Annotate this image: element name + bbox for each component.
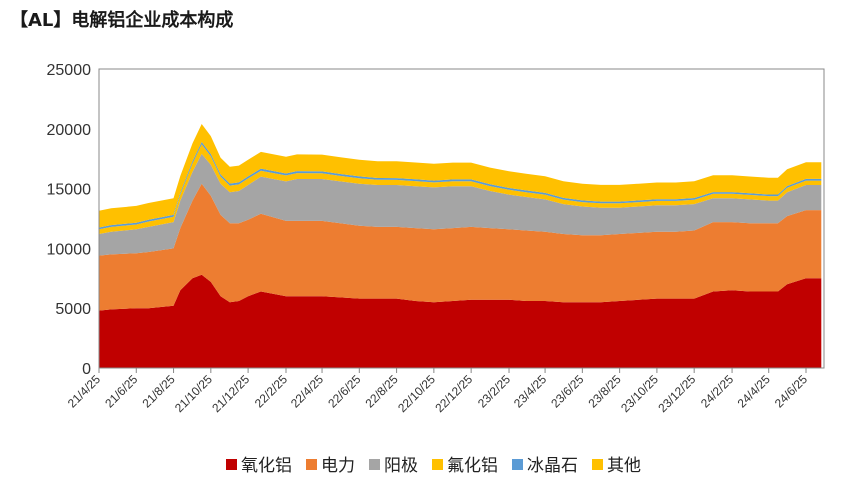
y-tick-label: 5000 bbox=[55, 301, 91, 318]
y-tick-label: 25000 bbox=[47, 62, 92, 79]
x-tick-label: 23/6/25 bbox=[548, 372, 586, 410]
x-tick-label: 22/6/25 bbox=[325, 372, 363, 410]
legend-swatch-4 bbox=[512, 459, 523, 470]
legend-label-0: 氧化铝 bbox=[241, 456, 292, 476]
y-axis: 0 5000 10000 15000 20000 25000 bbox=[47, 62, 92, 378]
x-tick-label: 22/2/25 bbox=[252, 372, 290, 410]
legend-swatch-2 bbox=[369, 459, 380, 470]
y-tick-label: 20000 bbox=[47, 122, 92, 139]
legend-label-5: 其他 bbox=[607, 456, 641, 476]
y-tick-label: 15000 bbox=[47, 182, 92, 199]
y-tick-label: 10000 bbox=[47, 241, 92, 258]
area-series-5 bbox=[99, 124, 822, 228]
x-tick-label: 23/4/25 bbox=[511, 372, 549, 410]
x-tick-label: 23/10/25 bbox=[618, 372, 661, 415]
x-tick-label: 21/6/25 bbox=[102, 372, 140, 410]
area-series-2 bbox=[99, 153, 822, 256]
area-series-group bbox=[99, 124, 822, 368]
legend-label-3: 氟化铝 bbox=[447, 456, 498, 476]
x-tick-label: 23/12/25 bbox=[655, 372, 698, 415]
area-series-1 bbox=[99, 183, 822, 311]
x-tick-label: 23/2/25 bbox=[475, 372, 513, 410]
y-tick-label: 0 bbox=[82, 361, 91, 378]
legend-swatch-3 bbox=[432, 459, 443, 470]
legend-label-4: 冰晶石 bbox=[527, 456, 578, 476]
plot-frame bbox=[98, 68, 825, 369]
x-tick-label: 22/4/25 bbox=[288, 372, 326, 410]
legend-swatch-0 bbox=[226, 459, 237, 470]
legend: 氧化铝 电力 阳极 氟化铝 冰晶石 其他 bbox=[226, 456, 641, 476]
legend-label-1: 电力 bbox=[321, 456, 355, 476]
legend-swatch-1 bbox=[306, 459, 317, 470]
x-tick-label: 24/4/25 bbox=[735, 372, 773, 410]
x-tick-label: 21/10/25 bbox=[172, 372, 215, 415]
chart-title: 【AL】电解铝企业成本构成 bbox=[10, 10, 234, 31]
x-tick-label: 24/6/25 bbox=[772, 372, 810, 410]
x-tick-label: 21/12/25 bbox=[209, 372, 252, 415]
legend-swatch-5 bbox=[592, 459, 603, 470]
area-series-0 bbox=[99, 274, 822, 368]
x-tick-label: 22/12/25 bbox=[432, 372, 475, 415]
x-tick-label: 22/10/25 bbox=[395, 372, 438, 415]
legend-label-2: 阳极 bbox=[384, 456, 418, 476]
x-tick-label: 24/2/25 bbox=[698, 372, 736, 410]
